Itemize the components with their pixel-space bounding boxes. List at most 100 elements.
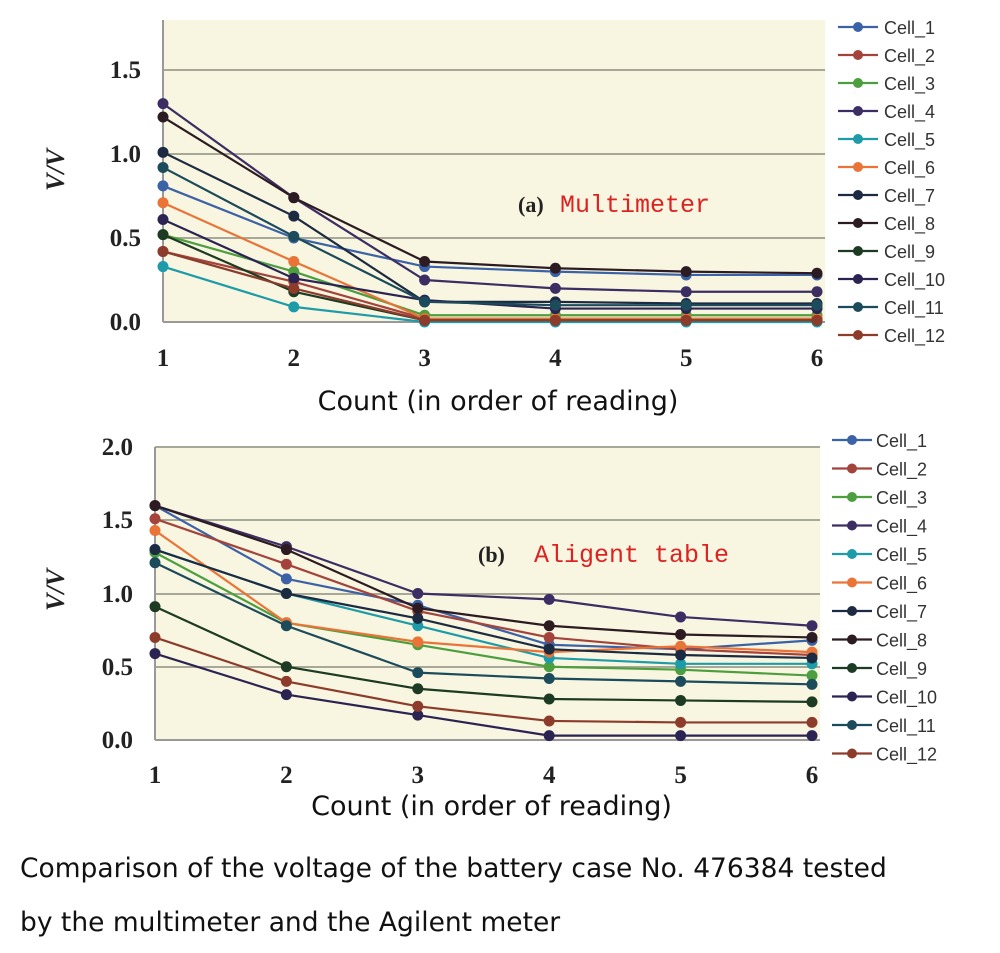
legend-marker: [847, 520, 857, 531]
data-point: [412, 636, 424, 648]
series-line: [162, 201, 817, 320]
legend-marker: [853, 134, 863, 144]
legend-label: Cell_11: [876, 716, 936, 737]
chart-a: 0.0 0.5 1.0 1.5 1 2 3 4 5 6 V/V Count (in order of …: [41, 18, 945, 417]
data-point: [412, 588, 424, 599]
y-tick-label: 1.0: [102, 581, 133, 608]
series-cell-4: Cell_4: [157, 98, 935, 298]
legend-label: Cell_2: [884, 46, 935, 67]
legend-label: Cell_1: [876, 431, 927, 452]
data-point: [549, 314, 561, 326]
legend-label: Cell_8: [884, 214, 935, 235]
legend-marker: [847, 549, 857, 559]
data-point: [419, 314, 431, 326]
legend-marker: [847, 435, 857, 445]
data-point: [419, 274, 431, 286]
legend-marker: [853, 50, 863, 60]
legend-label: Cell_4: [876, 517, 927, 538]
data-point: [149, 500, 161, 512]
series-line: [154, 605, 813, 704]
x-tick-label: 4: [543, 762, 556, 789]
series-cell-10: Cell_10: [149, 648, 937, 742]
data-point: [157, 197, 169, 209]
data-point: [149, 513, 161, 525]
y-tick-label: 2.0: [102, 434, 133, 461]
data-point: [157, 146, 169, 158]
y-tick-label: 0.0: [110, 309, 141, 336]
data-point: [675, 629, 687, 641]
data-point: [157, 261, 169, 273]
data-point: [288, 301, 300, 313]
data-point: [806, 631, 818, 643]
series-line: [154, 504, 813, 627]
legend-marker: [853, 106, 863, 116]
x-axis-label: Count (in order of reading): [318, 386, 679, 417]
data-point: [549, 299, 561, 311]
x-tick-label: 2: [280, 762, 293, 789]
data-point: [288, 192, 300, 204]
data-point: [280, 573, 292, 585]
data-point: [288, 230, 300, 242]
legend-marker: [853, 246, 863, 256]
legend-label: Cell_5: [884, 130, 935, 151]
x-tick-label: 6: [806, 762, 819, 789]
legend-label: Cell_7: [884, 186, 935, 207]
data-point: [149, 525, 161, 537]
data-point: [149, 601, 161, 613]
x-tick-label: 5: [674, 762, 687, 789]
data-point: [543, 631, 555, 643]
data-point: [680, 266, 692, 278]
annotation-text: Aligent table: [534, 541, 729, 570]
y-tick-label: 0.5: [102, 654, 133, 681]
data-point: [806, 620, 818, 632]
data-point: [412, 683, 424, 695]
series-line: [154, 517, 813, 657]
data-point: [288, 256, 300, 268]
data-point: [149, 557, 161, 569]
data-point: [543, 693, 555, 705]
legend-label: Cell_10: [876, 688, 937, 709]
legend-label: Cell_4: [884, 102, 935, 123]
x-tick-label: 6: [811, 345, 824, 372]
series-line: [162, 166, 817, 307]
data-point: [157, 245, 169, 257]
data-point: [419, 256, 431, 268]
data-point: [811, 314, 823, 326]
series-line: [162, 184, 817, 277]
data-point: [675, 730, 687, 742]
data-point: [157, 229, 169, 241]
legend-marker: [853, 190, 863, 200]
data-point: [806, 670, 818, 682]
series-line: [154, 561, 813, 686]
legend-marker: [853, 162, 863, 172]
y-axis-label: V/V: [41, 566, 70, 611]
series-line: [162, 265, 817, 324]
data-point: [412, 700, 424, 712]
data-point: [675, 716, 687, 728]
data-point: [811, 286, 823, 298]
series-cell-11: Cell_11: [149, 557, 936, 737]
x-tick-label: 3: [418, 345, 431, 372]
plot-area: [163, 20, 825, 322]
series-line: [162, 151, 817, 305]
legend-label: Cell_1: [884, 18, 935, 39]
legend-label: Cell_3: [884, 74, 935, 95]
series-line: [162, 233, 817, 317]
data-point: [543, 643, 555, 655]
series-cell-8: Cell_8: [157, 111, 935, 279]
legend-marker: [853, 330, 863, 340]
series-line: [154, 636, 812, 724]
data-point: [675, 649, 687, 661]
legend-marker: [847, 634, 857, 645]
x-tick-label: 1: [149, 762, 162, 789]
series-cell-12: Cell_12: [149, 631, 937, 766]
data-point: [543, 661, 555, 673]
legend-label: Cell_9: [876, 659, 927, 680]
data-point: [675, 640, 687, 652]
data-point: [680, 299, 692, 311]
data-point: [549, 262, 561, 274]
legend-label: Cell_2: [876, 460, 927, 481]
data-point: [412, 709, 424, 721]
data-point: [157, 161, 169, 173]
data-point: [549, 282, 561, 294]
